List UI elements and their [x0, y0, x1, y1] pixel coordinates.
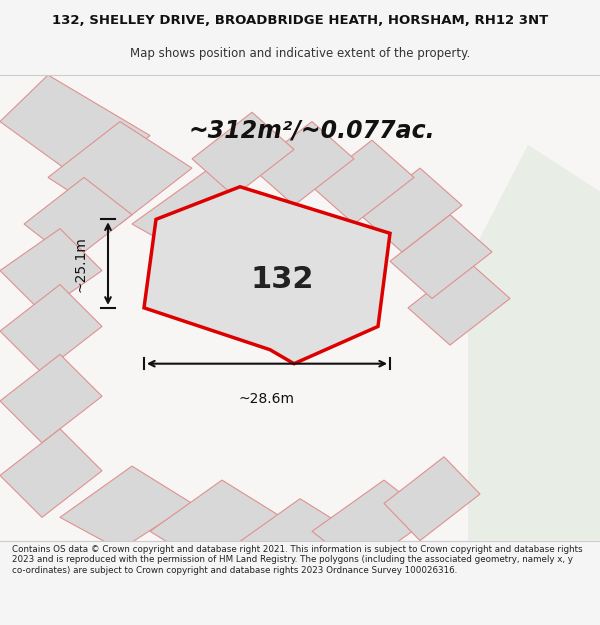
Text: ~312m²/~0.077ac.: ~312m²/~0.077ac. — [188, 119, 436, 143]
Polygon shape — [0, 229, 102, 312]
Polygon shape — [312, 140, 414, 224]
Polygon shape — [468, 145, 600, 541]
Polygon shape — [384, 457, 480, 541]
Polygon shape — [0, 354, 102, 443]
Polygon shape — [144, 187, 390, 364]
Polygon shape — [150, 480, 282, 569]
Polygon shape — [390, 214, 492, 299]
Polygon shape — [48, 121, 192, 224]
Polygon shape — [0, 75, 150, 187]
Polygon shape — [408, 261, 510, 345]
Text: ~25.1m: ~25.1m — [73, 236, 87, 291]
Text: Contains OS data © Crown copyright and database right 2021. This information is : Contains OS data © Crown copyright and d… — [12, 545, 583, 574]
Text: 132, SHELLEY DRIVE, BROADBRIDGE HEATH, HORSHAM, RH12 3NT: 132, SHELLEY DRIVE, BROADBRIDGE HEATH, H… — [52, 14, 548, 28]
Polygon shape — [252, 121, 354, 206]
Polygon shape — [24, 177, 132, 261]
Polygon shape — [0, 75, 600, 541]
Text: ~28.6m: ~28.6m — [239, 392, 295, 406]
Polygon shape — [132, 168, 270, 261]
Text: 132: 132 — [250, 266, 314, 294]
Polygon shape — [0, 284, 102, 373]
Polygon shape — [0, 429, 102, 518]
Text: Map shows position and indicative extent of the property.: Map shows position and indicative extent… — [130, 48, 470, 61]
Polygon shape — [360, 168, 462, 252]
Polygon shape — [60, 466, 192, 550]
Polygon shape — [228, 499, 360, 588]
Polygon shape — [312, 480, 432, 569]
Polygon shape — [192, 112, 294, 196]
